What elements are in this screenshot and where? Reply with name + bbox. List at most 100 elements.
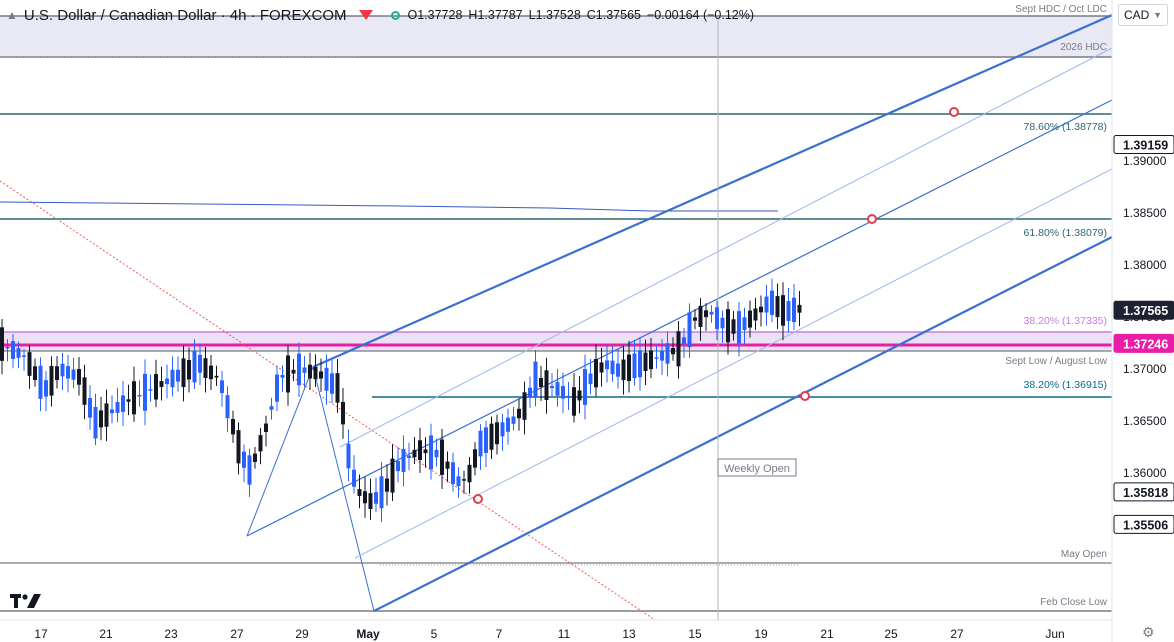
level-label-sept-hdc: Sept HDC / Oct LDC [1015,4,1107,15]
pitchfork-swing [246,366,314,537]
price-badges: 1.39159 1.37565 1.37246 1.35818 1.35506 [1113,134,1174,534]
date-tick-label: May [356,627,380,641]
candle-body [759,306,763,313]
candle-body [258,435,263,452]
candle-body [55,366,59,381]
candle-body [368,493,373,509]
symbol-title[interactable]: U.S. Dollar / Canadian Dollar · 4h · FOR… [23,6,347,24]
moving-average [0,201,778,212]
candle-body [71,369,76,380]
date-tick-label: 17 [34,627,48,641]
price-tick-label: 1.38500 [1123,206,1167,220]
candle-body [473,449,477,468]
candle-body [440,439,444,475]
candle-body [660,350,664,361]
tradingview-logo[interactable] [10,591,42,615]
date-tick-label: 25 [884,627,898,641]
candle-body [566,395,571,398]
candle-body [737,311,741,344]
descending-trendline [0,180,656,620]
candle-body [302,367,307,373]
candle-body [544,370,549,400]
candle-body [181,358,186,388]
candle-body [583,369,587,405]
candle-body [297,353,301,386]
candle-body [104,403,109,427]
level-label-sept-low: Sept Low / August Low [1005,356,1108,367]
candle-body [5,346,10,349]
candle-body [445,461,450,469]
candle-body [770,290,774,315]
candle-body [671,348,675,355]
settings-gear-icon[interactable]: ⚙ [1142,624,1155,640]
price-badge [1113,300,1174,320]
date-tick-label: 19 [754,627,768,641]
candle-body [698,305,703,327]
price-badge-label: 1.35506 [1123,518,1168,532]
candle-body [638,350,642,378]
candle-body [643,352,648,372]
candle-body [308,364,312,379]
candle-body [533,361,538,398]
pitchfork-lower-quarter [354,168,1112,559]
date-tick-label: 15 [688,627,702,641]
candle-body [511,416,516,424]
ohlc-close: C1.37565 [586,8,641,22]
candle-body [632,353,637,379]
candle-body [313,366,318,380]
candle-body [731,319,736,334]
ohlc-low: L1.37528 [528,8,581,22]
candle-body [38,365,43,399]
weekly-open-box [717,458,797,477]
date-tick-label: 11 [558,627,571,641]
marker-38 [800,391,810,401]
candle-body [654,357,659,359]
candle-body [687,312,692,348]
candle-body [550,385,554,389]
candle-body [775,296,780,318]
candle-body [797,304,802,313]
candle-body [187,359,191,380]
date-tick-label: 7 [496,627,503,641]
ohlc-high: H1.37787 [468,8,523,22]
candle-body [269,406,274,410]
candle-body [214,375,219,378]
currency-select[interactable]: CAD ▼ [1118,4,1168,26]
candle-body [154,374,158,400]
level-label-61: 61.80% (1.38079) [1024,227,1107,239]
chevron-down-icon: ▼ [1153,10,1162,20]
candle-body [319,371,323,379]
candle-body [588,373,593,385]
candle-body [192,351,197,383]
candle-body [407,456,411,458]
candle-body [77,369,81,385]
candle-body [335,373,340,403]
candle-body [434,449,439,458]
candle-body [49,365,54,396]
candle-body [231,419,235,435]
date-tick-label: 21 [820,627,834,641]
candle-body [346,443,351,469]
price-badge-label: 1.37246 [1123,337,1168,351]
market-status-icon [390,10,400,20]
candle-body [390,458,395,493]
alert-flag-icon[interactable] [358,10,373,20]
candle-body [500,422,505,437]
candle-body [357,489,362,496]
candle-body [60,363,65,377]
candle-body [247,455,252,485]
candle-body [742,317,747,330]
level-label-38-pink: 38.20% (1.37335) [1024,315,1107,327]
candle-body [264,423,268,433]
collapse-chevron-icon[interactable]: ▲ [6,8,18,22]
pitchfork-lower [373,236,1112,612]
time-axis[interactable]: 17 21 23 27 29 May 5 7 11 13 15 19 21 25 27 Jun [34,627,1064,641]
candle-body [792,297,796,323]
level-label-38-teal: 38.20% (1.36915) [1024,379,1107,391]
candle-body [594,358,598,388]
candle-body [665,343,670,364]
candle-body [88,398,92,418]
candle-body [489,423,494,450]
candle-body [396,461,400,472]
